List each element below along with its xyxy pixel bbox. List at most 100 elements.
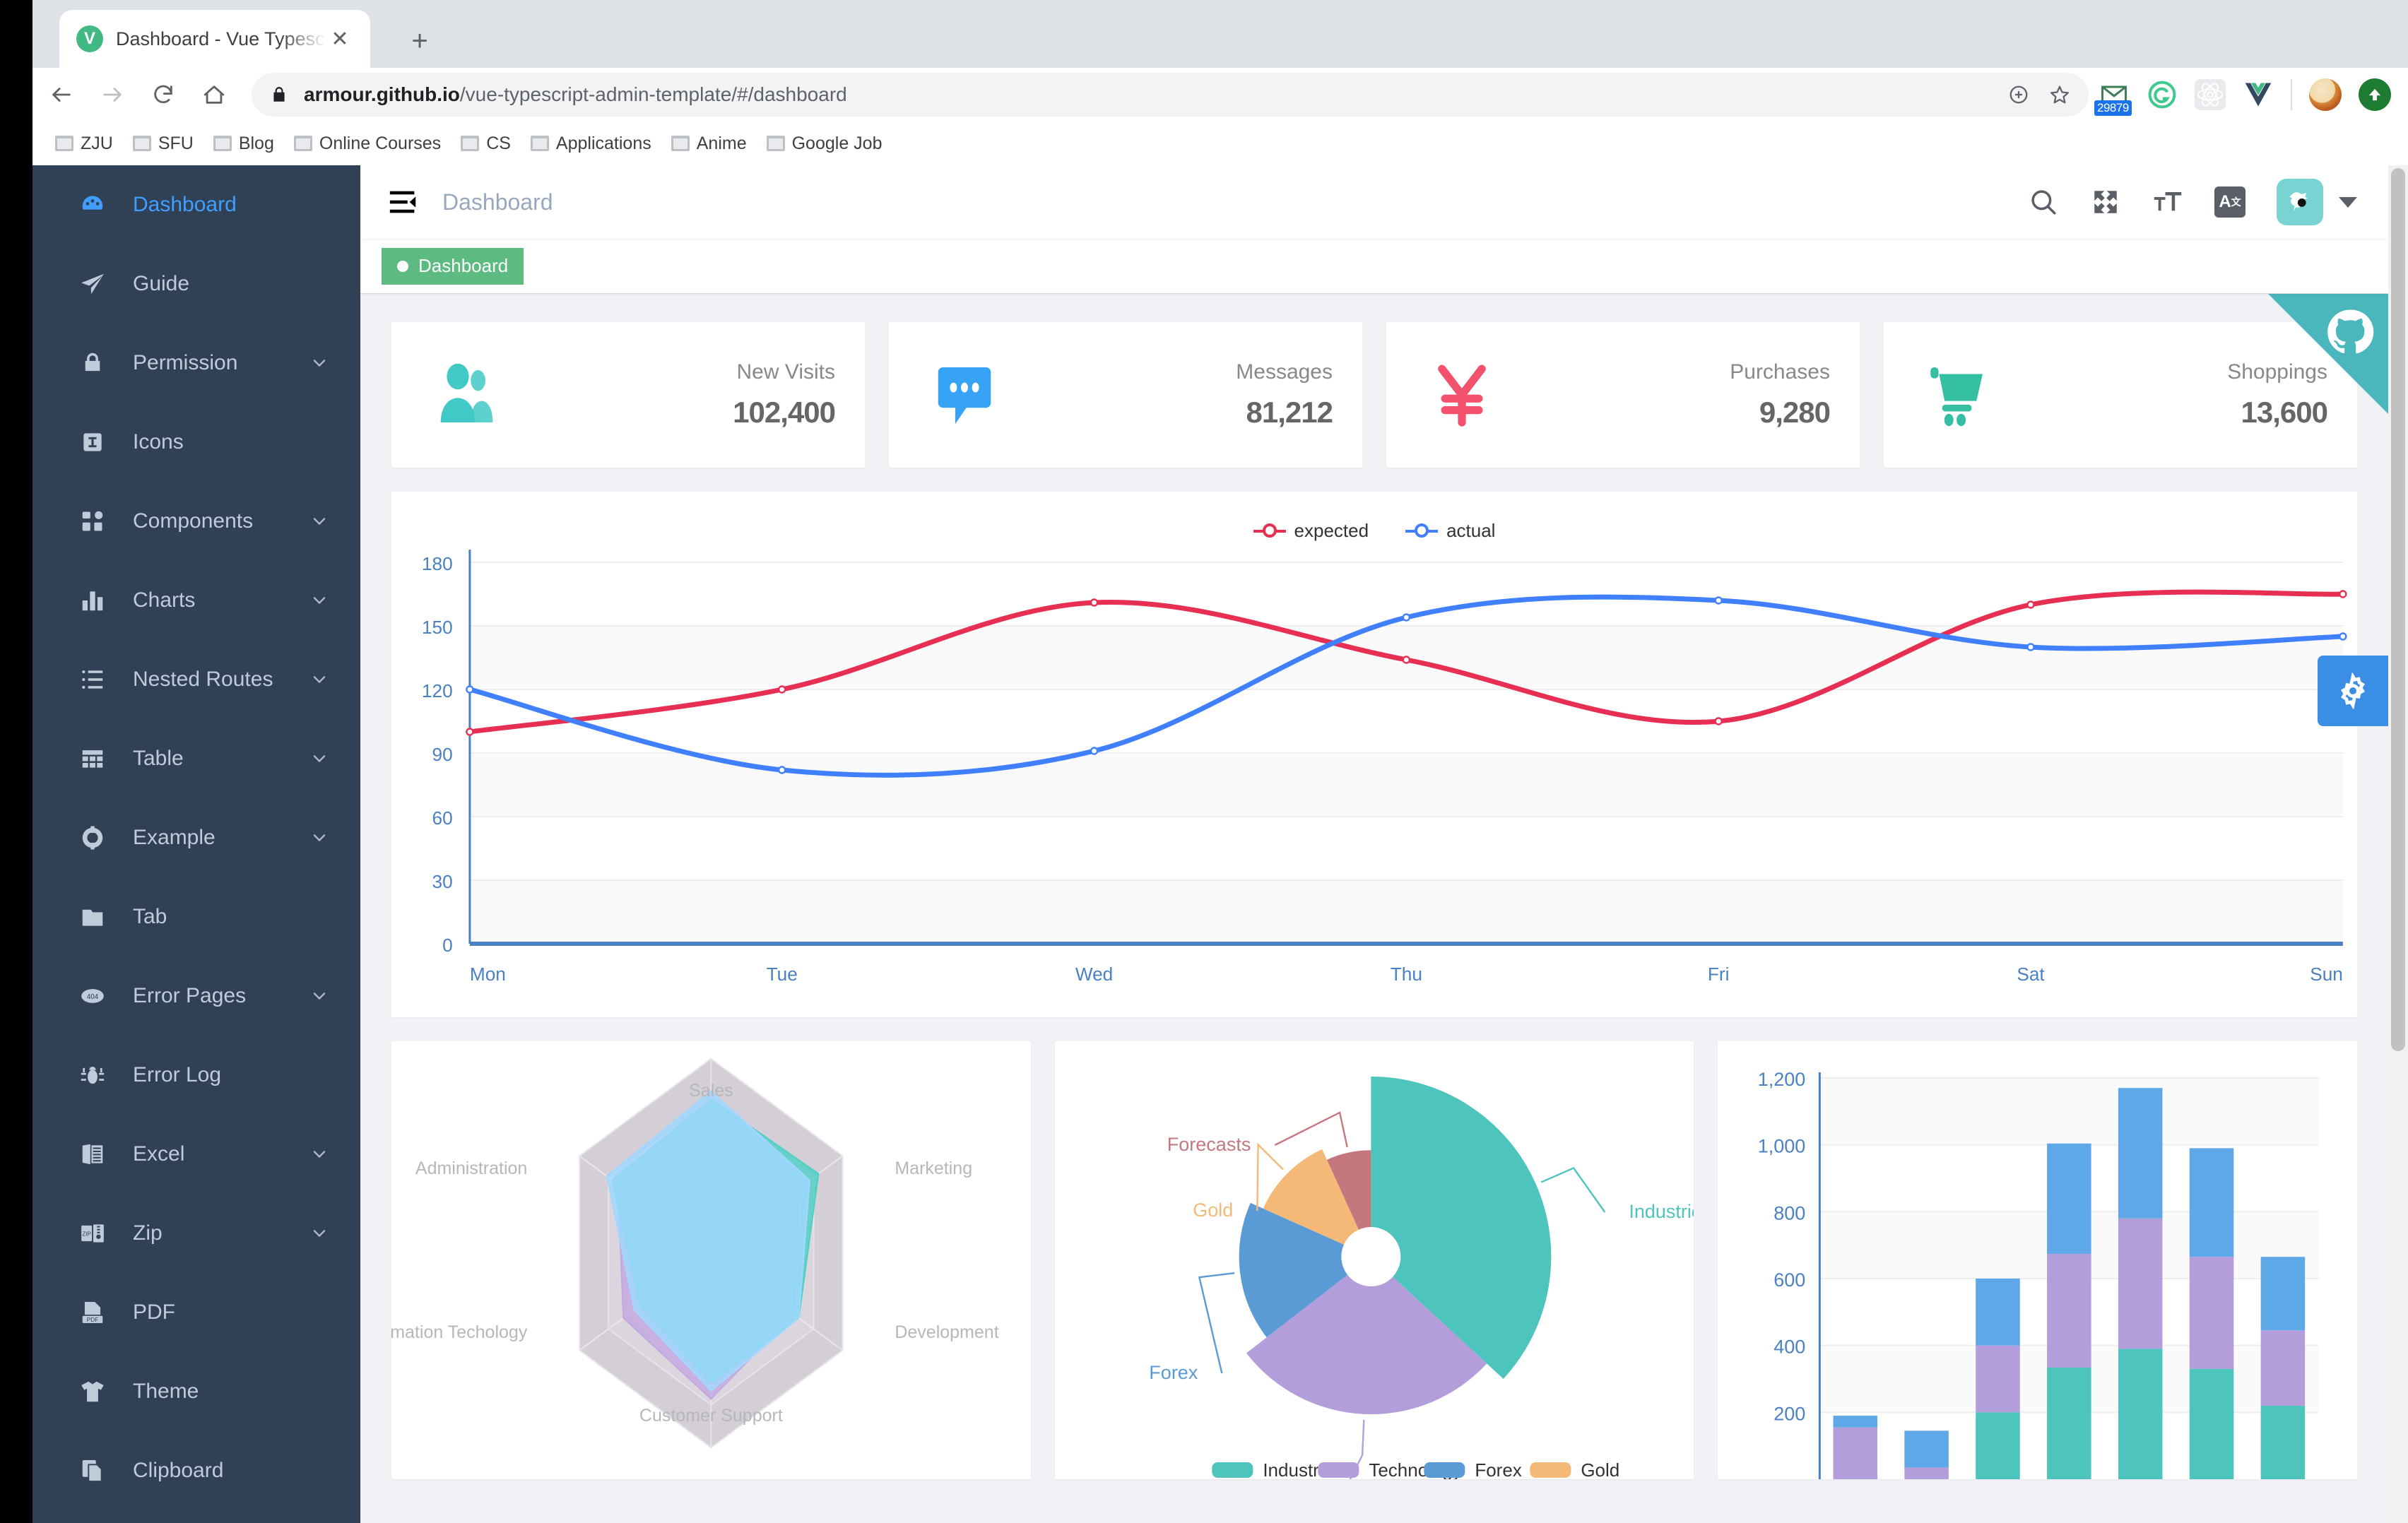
chevron-down-icon[interactable] [309, 511, 329, 531]
bar-chart-card: 200 400 600 800 1,000 1,200 [1718, 1041, 2358, 1479]
chevron-down-icon[interactable] [309, 591, 329, 610]
chevron-down-icon[interactable] [309, 1223, 329, 1243]
nested-list-icon [76, 666, 109, 693]
chevron-down-icon[interactable] [309, 1144, 329, 1164]
sidebar-item-error-log[interactable]: Error Log [33, 1036, 360, 1115]
svg-text:1,200: 1,200 [1758, 1069, 1806, 1090]
extension-mail-icon[interactable]: 29879 [2094, 79, 2132, 116]
stat-cards-row: New Visits 102,400 Messages 81,212 [391, 322, 2357, 468]
user-avatar[interactable] [2277, 179, 2323, 225]
close-tab-icon[interactable]: ✕ [331, 27, 349, 51]
sidebar-item-error-pages[interactable]: 404 Error Pages [33, 956, 360, 1036]
chevron-down-icon[interactable] [309, 749, 329, 769]
back-button[interactable] [40, 73, 83, 117]
chevron-down-icon[interactable] [309, 353, 329, 373]
bookmark-item[interactable]: Blog [205, 129, 283, 158]
sidebar-item-tab[interactable]: Tab [33, 877, 360, 956]
svg-text:Fri: Fri [1708, 964, 1730, 985]
sidebar-item-label: Tab [133, 905, 167, 928]
forward-button[interactable] [90, 73, 134, 117]
home-button[interactable] [192, 73, 236, 117]
message-icon [919, 358, 1010, 432]
svg-text:Tue: Tue [767, 964, 798, 985]
sidebar-item-icons[interactable]: Icons [33, 403, 360, 482]
bookmark-item[interactable]: Google Job [758, 129, 891, 158]
extension-react-icon[interactable] [2195, 79, 2226, 110]
install-app-icon[interactable] [2008, 84, 2029, 105]
stat-value: 9,280 [1759, 396, 1831, 429]
sidebar-item-label: Icons [133, 430, 184, 454]
bookmark-item[interactable]: Online Courses [285, 129, 449, 158]
stat-card-new-visits[interactable]: New Visits 102,400 [391, 322, 865, 468]
web-page: Dashboard Guide Permission Icons Components C… [33, 165, 2388, 1523]
stat-text: New Visits 102,400 [733, 360, 836, 429]
sidebar-item-guide[interactable]: Guide [33, 244, 360, 324]
sidebar-item-dashboard[interactable]: Dashboard [33, 165, 360, 244]
stat-card-purchases[interactable]: Purchases 9,280 [1386, 322, 1860, 468]
sidebar-item-excel[interactable]: Excel [33, 1115, 360, 1194]
extension-vue-icon[interactable] [2243, 79, 2274, 110]
bookmark-item[interactable]: Anime [663, 129, 755, 158]
new-tab-button[interactable]: + [411, 25, 428, 57]
tshirt-icon [76, 1378, 109, 1405]
legend-item-expected[interactable]: expected [1253, 520, 1369, 542]
translate-sup: 文 [2231, 196, 2241, 208]
address-bar[interactable]: armour.github.io/vue-typescript-admin-te… [252, 73, 2089, 117]
sidebar-item-label: PDF [133, 1300, 175, 1324]
sidebar-item-label: Theme [133, 1380, 199, 1403]
bookmark-item[interactable]: CS [452, 129, 519, 158]
browser-tab[interactable]: Dashboard - Vue Typescript Ad ✕ [59, 10, 370, 68]
extension-grammarly-icon[interactable] [2147, 79, 2178, 110]
bug-icon [76, 1062, 109, 1089]
svg-text:Forex: Forex [1149, 1362, 1198, 1383]
dashboard-content: New Visits 102,400 Messages 81,212 [360, 294, 2388, 1523]
sidebar-item-clipboard[interactable]: Clipboard [33, 1431, 360, 1510]
bookmark-item[interactable]: ZJU [47, 129, 122, 158]
upload-button[interactable] [2359, 78, 2391, 111]
bottom-charts-row: Sales Marketing Development Customer Suppor… [391, 1041, 2358, 1479]
settings-panel-button[interactable] [2318, 656, 2388, 726]
sidebar-item-permission[interactable]: Permission [33, 324, 360, 403]
lock-icon [273, 87, 285, 102]
tag-item-dashboard[interactable]: Dashboard [382, 247, 524, 285]
sidebar-item-pdf[interactable]: PDF PDF [33, 1273, 360, 1352]
stat-value: 81,212 [1246, 396, 1333, 429]
people-icon [421, 358, 513, 432]
fullscreen-icon[interactable] [2090, 186, 2121, 218]
chevron-down-icon[interactable] [309, 828, 329, 848]
pie-chart-plot: IndustriesTechnologyForexGoldForecastsIn… [1149, 1077, 1694, 1479]
sidebar-item-zip[interactable]: ZIP Zip [33, 1194, 360, 1273]
profile-avatar[interactable] [2309, 78, 2342, 111]
github-corner[interactable] [2268, 294, 2388, 414]
reload-button[interactable] [141, 73, 185, 117]
sidebar-toggle-icon[interactable] [387, 186, 420, 218]
bookmark-item[interactable]: SFU [124, 129, 202, 158]
page-scrollbar[interactable] [2388, 165, 2408, 1523]
sidebar-item-charts[interactable]: Charts [33, 561, 360, 640]
sidebar-item-nested-routes[interactable]: Nested Routes [33, 640, 360, 719]
vue-favicon [76, 25, 103, 52]
search-icon[interactable] [2028, 186, 2059, 218]
scrollbar-thumb[interactable] [2391, 168, 2405, 1051]
github-corner-triangle [2268, 294, 2388, 414]
url-domain: armour.github.io [304, 83, 460, 105]
bookmark-star-icon[interactable] [2049, 84, 2070, 105]
stat-card-messages[interactable]: Messages 81,212 [889, 322, 1362, 468]
chevron-down-icon[interactable] [309, 986, 329, 1006]
legend-item-actual[interactable]: actual [1405, 520, 1495, 542]
sidebar-item-table[interactable]: Table [33, 719, 360, 798]
table-icon [76, 745, 109, 772]
chevron-down-icon[interactable] [2339, 196, 2357, 208]
clipboard-icon [76, 1457, 109, 1484]
sidebar-item-components[interactable]: Components [33, 482, 360, 561]
stat-label: Purchases [1730, 360, 1830, 384]
sidebar-item-theme[interactable]: Theme [33, 1352, 360, 1431]
chevron-down-icon[interactable] [309, 670, 329, 689]
font-size-icon[interactable] [2152, 186, 2183, 218]
bookmark-item[interactable]: Applications [522, 129, 660, 158]
svg-text:404: 404 [87, 993, 99, 1001]
sidebar-item-example[interactable]: Example [33, 798, 360, 877]
sidebar-nav[interactable]: Dashboard Guide Permission Icons Components C… [33, 165, 360, 1523]
tab-strip: Dashboard - Vue Typescript Ad ✕ + [33, 0, 2408, 68]
